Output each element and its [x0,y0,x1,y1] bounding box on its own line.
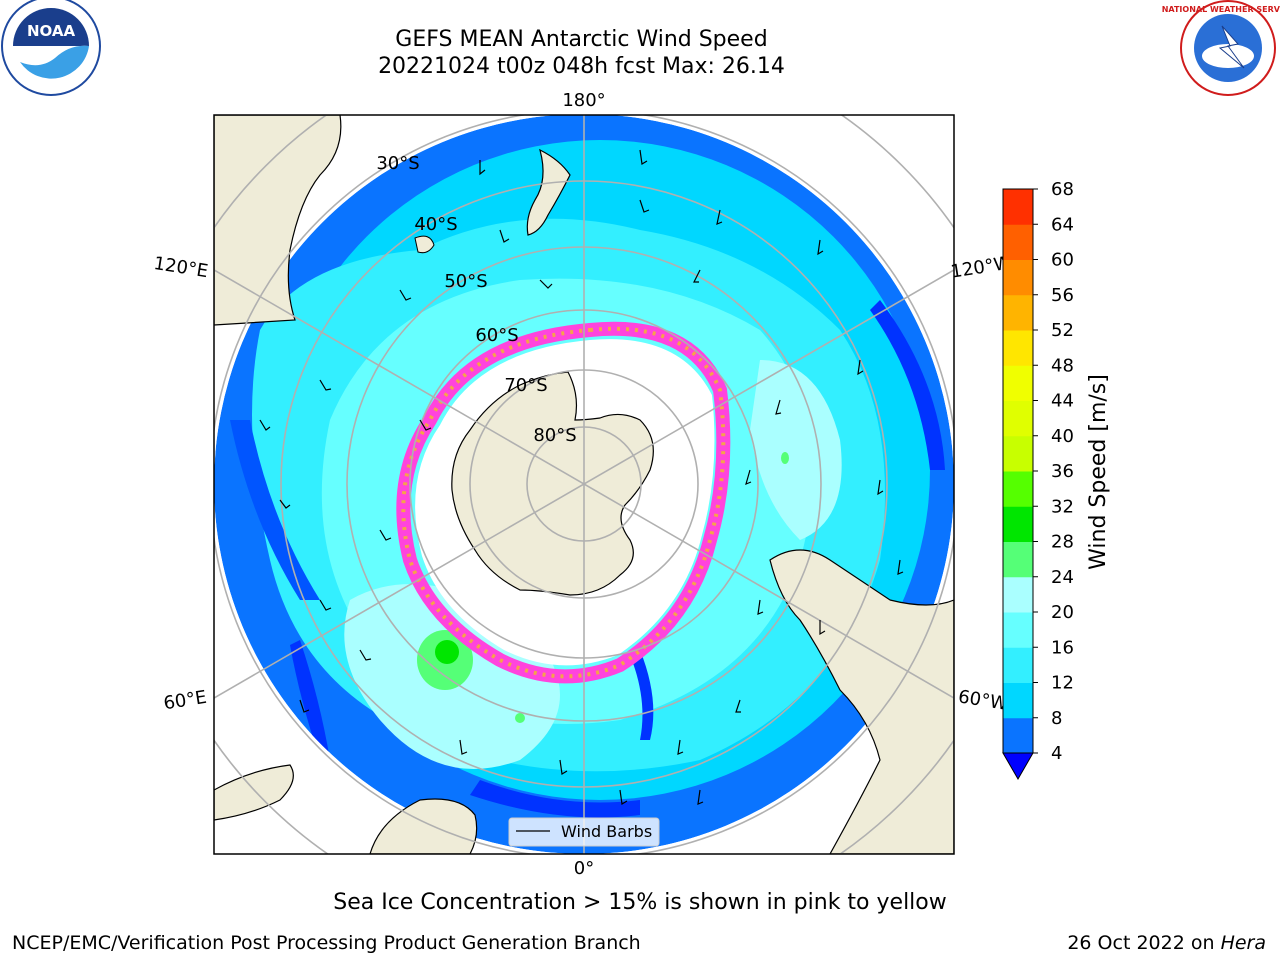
lon-label-120e: 120°E [152,253,209,282]
machine-name: Hera [1220,932,1266,954]
lat-label-50s: 50°S [444,271,487,292]
australia-land [214,115,342,326]
nws-logo: NATIONAL WEATHER SERVICE [1162,0,1280,96]
lat-label-80s: 80°S [533,425,576,446]
antarctica-land [451,371,654,596]
wind-barbs [259,149,904,805]
svg-text:NATIONAL WEATHER SERVICE: NATIONAL WEATHER SERVICE [1162,5,1280,14]
colorbar-tick-label: 8 [1051,708,1062,729]
colorbar-tick-label: 64 [1051,214,1074,235]
colorbar-tick-label: 12 [1051,673,1074,694]
lat-label-30s: 30°S [376,153,419,174]
lat-label-60s: 60°S [475,325,518,346]
colorbar-segment [1003,682,1033,719]
colorbar-segment [1003,330,1033,366]
colorbar-segment [1003,259,1033,296]
colorbar-segment [1003,435,1033,472]
colorbar-segment [1003,471,1033,507]
lon-label-60e: 60°E [162,687,208,715]
lat-label-40s: 40°S [414,214,457,235]
lat-label-70s: 70°S [504,375,547,396]
colorbar-tick-label: 36 [1051,461,1074,482]
graticule [214,115,954,854]
wind-barbs-legend: Wind Barbs [508,817,660,847]
colorbar-segment [1003,612,1033,648]
colorbar-tick-label: 4 [1051,743,1062,764]
lon-label-0: 0° [574,858,594,879]
africa-south-land [369,798,478,854]
tasmania-land [414,235,435,254]
colorbar-tick-label: 68 [1051,179,1074,200]
colorbar-segment [1003,647,1033,683]
noaa-logo: NOAA [1,0,101,96]
lon-label-180: 180° [562,90,605,111]
map-axes: Wind Barbs [214,115,954,854]
colorbar-segment [1003,400,1033,437]
colorbar-segment [1003,224,1033,260]
svg-text:NOAA: NOAA [27,22,76,40]
legend-label: Wind Barbs [561,822,652,841]
colorbar-tick-label: 24 [1051,567,1074,588]
africa-land [214,764,294,821]
colorbar-segment [1003,294,1033,331]
credit-text: NCEP/EMC/Verification Post Processing Pr… [12,932,641,954]
colorbar-under-arrow [1002,752,1034,781]
colorbar-segment [1003,576,1033,613]
colorbar-segment [1003,506,1033,542]
colorbar-segment [1003,189,1033,225]
date-stamp: 26 Oct 2022 on Hera [1067,932,1266,954]
colorbar-tick-label: 16 [1051,637,1074,658]
colorbar-tick-label: 44 [1051,391,1074,412]
map-frame [213,114,955,855]
colorbar-tick-label: 60 [1051,250,1074,271]
colorbar-segment [1003,365,1033,401]
south-america-land [769,549,954,854]
chart-title: GEFS MEAN Antarctic Wind Speed [395,27,768,52]
chart-subtitle: 20221024 t00z 048h fcst Max: 26.14 [378,54,785,79]
colorbar-segment [1003,541,1033,578]
colorbar-tick-label: 52 [1051,320,1074,341]
colorbar-tick-label: 48 [1051,355,1074,376]
colorbar-label: Wind Speed [m/s] [1086,374,1111,570]
colorbar-tick-label: 28 [1051,532,1074,553]
colorbar-tick-label: 40 [1051,426,1074,447]
date-text: 26 Oct 2022 on [1067,932,1215,954]
colorbar-segment [1003,717,1033,754]
colorbar-tick-label: 32 [1051,496,1074,517]
sea-ice-note: Sea Ice Concentration > 15% is shown in … [333,890,947,915]
colorbar-tick-label: 56 [1051,285,1074,306]
colorbar-tick-label: 20 [1051,602,1074,623]
lon-label-60w: 60°W [957,686,1010,715]
new-zealand-land [526,148,571,236]
